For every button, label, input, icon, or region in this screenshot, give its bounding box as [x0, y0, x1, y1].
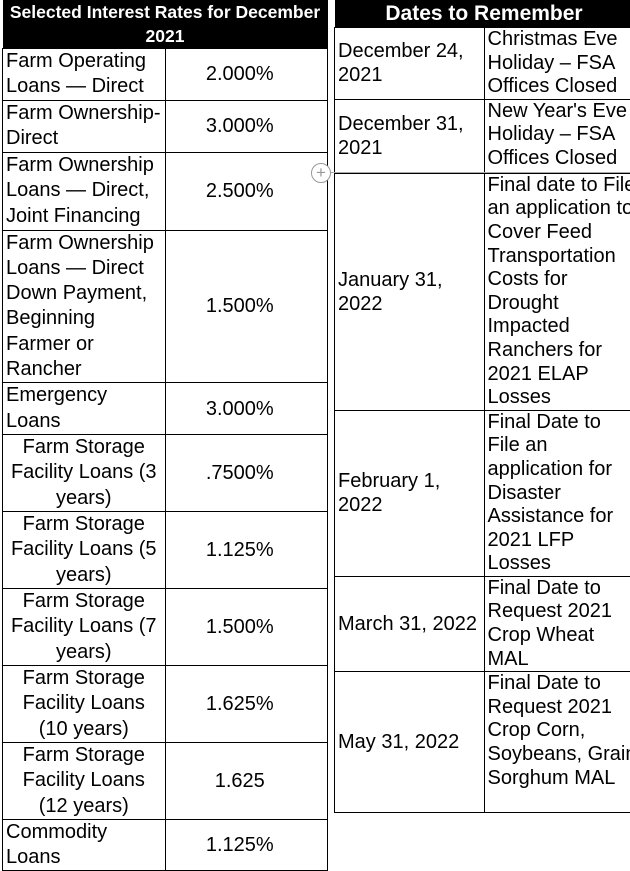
loan-type: Farm Operating Loans — Direct: [3, 49, 166, 101]
loan-type: Emergency Loans: [3, 383, 166, 435]
table-row: Farm Storage Facility Loans (5 years)1.1…: [3, 511, 328, 588]
loan-rate: 3.000%: [165, 100, 328, 152]
loan-rate: 2.500%: [165, 152, 328, 230]
loan-type: Farm Storage Facility Loans (3 years): [3, 434, 166, 511]
loan-type: Commodity Loans: [3, 819, 166, 871]
table-row: Farm Ownership Loans — Direct Down Payme…: [3, 230, 328, 383]
table-row: Farm Storage Facility Loans (3 years).75…: [3, 434, 328, 511]
event-cell: Final date to File an application to Cov…: [484, 173, 630, 410]
loan-type: Farm Storage Facility Loans (10 years): [3, 665, 166, 742]
date-cell: December 31, 2021: [335, 99, 485, 173]
date-cell: February 1, 2022: [335, 410, 485, 576]
loan-rate: .7500%: [165, 434, 328, 511]
event-cell: Christmas Eve Holiday – FSA Offices Clos…: [484, 28, 630, 100]
date-cell: December 24, 2021: [335, 28, 485, 100]
interest-rates-table: Selected Interest Rates for December 202…: [2, 0, 328, 871]
loan-rate: 1.125%: [165, 511, 328, 588]
loan-rate: 2.000%: [165, 49, 328, 101]
date-cell: March 31, 2022: [335, 576, 485, 671]
table-row: Farm Storage Facility Loans (7 years)1.5…: [3, 588, 328, 665]
dates-title: Dates to Remember: [335, 0, 630, 28]
loan-type: Farm Ownership-Direct: [3, 100, 166, 152]
event-cell: Final Date to Request 2021 Crop Wheat MA…: [484, 576, 630, 671]
date-cell: May 31, 2022: [335, 672, 485, 813]
interest-rates-title: Selected Interest Rates for December 202…: [3, 0, 328, 49]
loan-type: Farm Ownership Loans — Direct Down Payme…: [3, 230, 166, 383]
loan-rate: 1.125%: [165, 819, 328, 871]
table-row: Farm Ownership Loans — Direct, Joint Fin…: [3, 152, 328, 230]
loan-type: Farm Ownership Loans — Direct, Joint Fin…: [3, 152, 166, 230]
loan-rate: 3.000%: [165, 383, 328, 435]
table-row: Farm Storage Facility Loans (10 years)1.…: [3, 665, 328, 742]
add-row-icon[interactable]: +: [311, 163, 331, 183]
loan-rate: 1.500%: [165, 230, 328, 383]
loan-rate: 1.625%: [165, 665, 328, 742]
loan-rate: 1.625: [165, 742, 328, 819]
loan-type: Farm Storage Facility Loans (12 years): [3, 742, 166, 819]
event-cell: New Year's Eve Holiday – FSA Offices Clo…: [484, 99, 630, 173]
loan-type: Farm Storage Facility Loans (5 years): [3, 511, 166, 588]
date-cell: January 31, 2022: [335, 173, 485, 410]
loan-type: Farm Storage Facility Loans (7 years): [3, 588, 166, 665]
event-cell: Final Date to Request 2021 Crop Corn, So…: [484, 672, 630, 813]
table-row: Farm Storage Facility Loans (12 years)1.…: [3, 742, 328, 819]
table-insert-guide: [329, 172, 630, 173]
event-cell: Final Date to File an application for Di…: [484, 410, 630, 576]
loan-rate: 1.500%: [165, 588, 328, 665]
